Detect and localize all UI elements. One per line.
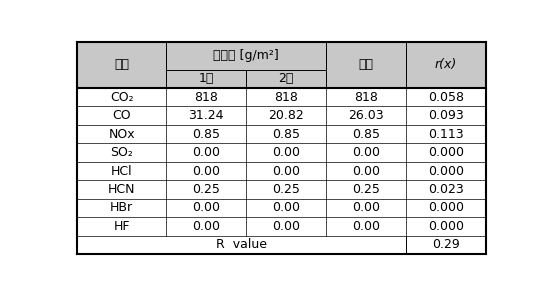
Text: 0.00: 0.00 xyxy=(272,201,300,214)
Text: 31.24: 31.24 xyxy=(188,109,224,122)
Text: 1회: 1회 xyxy=(198,72,214,85)
Bar xyxy=(246,70,326,88)
Bar xyxy=(246,143,326,162)
Bar xyxy=(406,143,486,162)
Bar xyxy=(77,162,166,180)
Text: 20.82: 20.82 xyxy=(268,109,304,122)
Bar xyxy=(77,217,166,236)
Text: 0.00: 0.00 xyxy=(352,146,380,159)
Text: 26.03: 26.03 xyxy=(348,109,384,122)
Text: 0.85: 0.85 xyxy=(272,128,300,141)
Bar xyxy=(406,199,486,217)
Bar xyxy=(406,42,486,88)
Bar xyxy=(166,199,246,217)
Text: 0.113: 0.113 xyxy=(428,128,463,141)
Text: 0.25: 0.25 xyxy=(192,183,220,196)
Text: 0.000: 0.000 xyxy=(428,146,464,159)
Text: 818: 818 xyxy=(354,91,378,104)
Text: 0.000: 0.000 xyxy=(428,164,464,178)
Text: 0.85: 0.85 xyxy=(352,128,380,141)
Text: HF: HF xyxy=(114,220,130,233)
Bar xyxy=(326,162,406,180)
Bar xyxy=(77,106,166,125)
Text: 0.00: 0.00 xyxy=(352,220,380,233)
Text: 0.00: 0.00 xyxy=(272,146,300,159)
Text: 0.00: 0.00 xyxy=(352,201,380,214)
Text: 0.000: 0.000 xyxy=(428,201,464,214)
Text: CO₂: CO₂ xyxy=(110,91,133,104)
Bar xyxy=(166,106,246,125)
Text: 0.00: 0.00 xyxy=(192,220,220,233)
Bar xyxy=(406,180,486,199)
Bar xyxy=(326,125,406,143)
Bar xyxy=(326,88,406,106)
Bar xyxy=(77,42,166,88)
Bar xyxy=(406,125,486,143)
Text: 0.00: 0.00 xyxy=(352,164,380,178)
Bar xyxy=(77,236,406,254)
Bar xyxy=(166,162,246,180)
Bar xyxy=(406,88,486,106)
Bar xyxy=(166,143,246,162)
Bar xyxy=(77,143,166,162)
Text: 0.25: 0.25 xyxy=(352,183,380,196)
Text: 0.00: 0.00 xyxy=(192,164,220,178)
Bar xyxy=(166,217,246,236)
Bar xyxy=(246,88,326,106)
Text: CO: CO xyxy=(113,109,131,122)
Text: 0.85: 0.85 xyxy=(192,128,220,141)
Text: HBr: HBr xyxy=(110,201,133,214)
Bar xyxy=(326,199,406,217)
Text: R  value: R value xyxy=(216,238,267,251)
Text: 구분: 구분 xyxy=(114,59,129,71)
Bar xyxy=(246,162,326,180)
Bar xyxy=(246,217,326,236)
Text: 측정값 [g/m²]: 측정값 [g/m²] xyxy=(213,49,279,62)
Text: 평균: 평균 xyxy=(358,59,373,71)
Bar xyxy=(326,42,406,88)
Text: 0.25: 0.25 xyxy=(272,183,300,196)
Text: 818: 818 xyxy=(194,91,218,104)
Text: 0.058: 0.058 xyxy=(428,91,464,104)
Bar xyxy=(246,180,326,199)
Bar xyxy=(166,88,246,106)
Bar xyxy=(166,180,246,199)
Bar xyxy=(406,236,486,254)
Text: 0.000: 0.000 xyxy=(428,220,464,233)
Text: 0.29: 0.29 xyxy=(432,238,460,251)
Text: SO₂: SO₂ xyxy=(110,146,133,159)
Bar xyxy=(246,106,326,125)
Bar xyxy=(77,125,166,143)
Text: 2회: 2회 xyxy=(278,72,294,85)
Text: 0.093: 0.093 xyxy=(428,109,463,122)
Bar xyxy=(246,125,326,143)
Bar xyxy=(77,180,166,199)
Text: 0.00: 0.00 xyxy=(272,164,300,178)
Bar xyxy=(166,42,326,70)
Bar xyxy=(77,199,166,217)
Bar xyxy=(326,180,406,199)
Bar xyxy=(326,217,406,236)
Text: HCl: HCl xyxy=(111,164,132,178)
Text: NOx: NOx xyxy=(108,128,135,141)
Text: 0.00: 0.00 xyxy=(272,220,300,233)
Text: 0.023: 0.023 xyxy=(428,183,463,196)
Text: 818: 818 xyxy=(274,91,298,104)
Bar xyxy=(166,70,246,88)
Text: 0.00: 0.00 xyxy=(192,201,220,214)
Bar xyxy=(246,199,326,217)
Bar xyxy=(166,125,246,143)
Bar xyxy=(406,217,486,236)
Bar xyxy=(77,88,166,106)
Bar xyxy=(406,106,486,125)
Bar xyxy=(406,162,486,180)
Text: r(x): r(x) xyxy=(434,59,457,71)
Text: HCN: HCN xyxy=(108,183,136,196)
Bar xyxy=(326,143,406,162)
Text: 0.00: 0.00 xyxy=(192,146,220,159)
Bar xyxy=(326,106,406,125)
